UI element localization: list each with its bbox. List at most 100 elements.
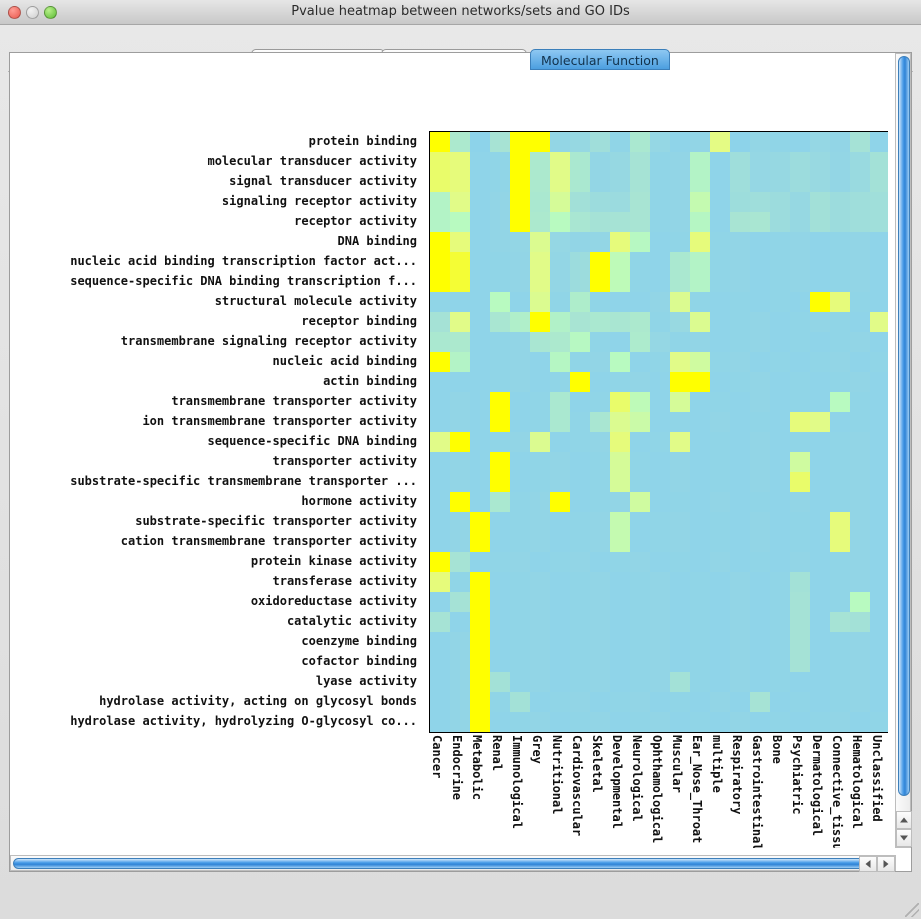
heatmap-cell[interactable] [830,132,850,152]
heatmap-cell[interactable] [650,372,670,392]
heatmap-cell[interactable] [750,692,770,712]
heatmap-cell[interactable] [650,392,670,412]
heatmap-cell[interactable] [750,292,770,312]
heatmap-cell[interactable] [830,592,850,612]
heatmap-cell[interactable] [750,152,770,172]
heatmap-cell[interactable] [810,452,830,472]
heatmap-cell[interactable] [870,612,888,632]
heatmap-cell[interactable] [510,432,530,452]
heatmap-cell[interactable] [570,132,590,152]
heatmap-cell[interactable] [750,552,770,572]
heatmap-cell[interactable] [750,172,770,192]
heatmap-cell[interactable] [450,292,470,312]
heatmap-cell[interactable] [810,152,830,172]
heatmap-cell[interactable] [770,652,790,672]
heatmap-cell[interactable] [830,372,850,392]
heatmap-cell[interactable] [570,512,590,532]
heatmap-cell[interactable] [670,332,690,352]
heatmap-cell[interactable] [610,192,630,212]
heatmap-cell[interactable] [490,392,510,412]
heatmap-cell[interactable] [570,652,590,672]
heatmap-cell[interactable] [490,412,510,432]
heatmap-cell[interactable] [670,172,690,192]
heatmap-cell[interactable] [610,492,630,512]
heatmap-cell[interactable] [450,512,470,532]
heatmap-cell[interactable] [590,572,610,592]
heatmap-cell[interactable] [870,672,888,692]
heatmap-cell[interactable] [470,712,490,732]
heatmap-cell[interactable] [670,512,690,532]
heatmap-cell[interactable] [730,612,750,632]
heatmap-cell[interactable] [690,332,710,352]
heatmap-cell[interactable] [530,212,550,232]
heatmap-cell[interactable] [810,232,830,252]
heatmap-cell[interactable] [690,532,710,552]
heatmap-cell[interactable] [770,552,790,572]
heatmap-cell[interactable] [630,212,650,232]
heatmap-cell[interactable] [810,332,830,352]
heatmap-cell[interactable] [710,352,730,372]
heatmap-cell[interactable] [710,632,730,652]
heatmap-grid[interactable] [429,131,888,733]
heatmap-cell[interactable] [730,352,750,372]
heatmap-cell[interactable] [530,612,550,632]
heatmap-cell[interactable] [590,152,610,172]
heatmap-cell[interactable] [810,692,830,712]
heatmap-cell[interactable] [490,232,510,252]
heatmap-cell[interactable] [510,392,530,412]
heatmap-cell[interactable] [490,212,510,232]
heatmap-cell[interactable] [830,312,850,332]
heatmap-cell[interactable] [510,712,530,732]
heatmap-cell[interactable] [770,412,790,432]
heatmap-cell[interactable] [430,492,450,512]
heatmap-cell[interactable] [610,312,630,332]
heatmap-cell[interactable] [430,252,450,272]
heatmap-cell[interactable] [650,532,670,552]
heatmap-cell[interactable] [870,632,888,652]
heatmap-cell[interactable] [590,272,610,292]
heatmap-cell[interactable] [650,612,670,632]
heatmap-cell[interactable] [770,512,790,532]
heatmap-cell[interactable] [830,392,850,412]
heatmap-cell[interactable] [470,592,490,612]
heatmap-cell[interactable] [710,512,730,532]
heatmap-cell[interactable] [770,632,790,652]
heatmap-cell[interactable] [650,312,670,332]
heatmap-cell[interactable] [470,392,490,412]
heatmap-cell[interactable] [530,312,550,332]
heatmap-cell[interactable] [750,252,770,272]
heatmap-cell[interactable] [670,592,690,612]
heatmap-cell[interactable] [730,372,750,392]
scroll-left-arrow-icon[interactable] [859,856,877,872]
heatmap-cell[interactable] [790,332,810,352]
heatmap-cell[interactable] [750,592,770,612]
heatmap-cell[interactable] [590,412,610,432]
heatmap-cell[interactable] [870,292,888,312]
heatmap-cell[interactable] [550,372,570,392]
heatmap-cell[interactable] [490,372,510,392]
heatmap-cell[interactable] [550,452,570,472]
heatmap-cell[interactable] [510,372,530,392]
heatmap-cell[interactable] [430,552,450,572]
heatmap-cell[interactable] [630,352,650,372]
heatmap-cell[interactable] [710,712,730,732]
heatmap-cell[interactable] [730,172,750,192]
heatmap-cell[interactable] [790,192,810,212]
heatmap-cell[interactable] [750,712,770,732]
heatmap-cell[interactable] [430,632,450,652]
heatmap-cell[interactable] [610,632,630,652]
heatmap-cell[interactable] [710,532,730,552]
heatmap-cell[interactable] [650,512,670,532]
heatmap-cell[interactable] [850,292,870,312]
heatmap-cell[interactable] [710,652,730,672]
heatmap-cell[interactable] [790,372,810,392]
heatmap-cell[interactable] [590,232,610,252]
heatmap-cell[interactable] [570,412,590,432]
heatmap-cell[interactable] [530,652,550,672]
heatmap-cell[interactable] [850,492,870,512]
heatmap-cell[interactable] [870,472,888,492]
heatmap-cell[interactable] [610,472,630,492]
heatmap-cell[interactable] [650,272,670,292]
heatmap-cell[interactable] [810,632,830,652]
heatmap-cell[interactable] [610,272,630,292]
